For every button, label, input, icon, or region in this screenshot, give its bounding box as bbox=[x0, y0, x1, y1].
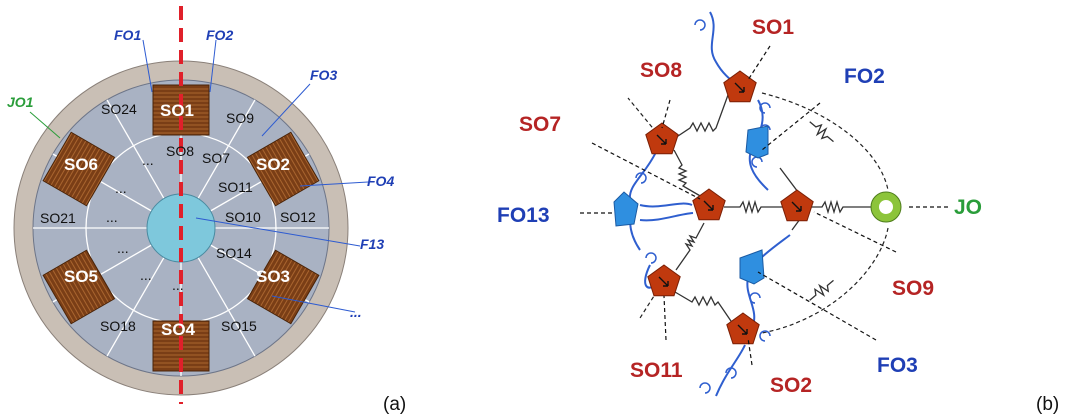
coil-label-so1: SO1 bbox=[160, 101, 194, 120]
slot-label-so18: SO18 bbox=[100, 318, 136, 334]
coil-label-so6: SO6 bbox=[64, 155, 98, 174]
node-label-so9: SO9 bbox=[892, 277, 934, 300]
joint-node-inner bbox=[879, 200, 893, 214]
panel-b-caption: (b) bbox=[1036, 394, 1059, 415]
sector-divider bbox=[106, 99, 165, 199]
label-fo4: FO4 bbox=[367, 173, 394, 189]
panel-b-thermal-network: SO1 SO8 SO7 FO2 FO13 JO SO9 FO3 SO11 SO2… bbox=[497, 11, 1059, 415]
node-label-so11: SO11 bbox=[630, 359, 683, 382]
coil-slots bbox=[42, 84, 320, 372]
slot-label-so9: SO9 bbox=[226, 110, 254, 126]
label-f13: F13 bbox=[360, 236, 384, 252]
coil-label-so4: SO4 bbox=[161, 320, 196, 339]
solid-nodes bbox=[645, 70, 814, 345]
coil-label-so2: SO2 bbox=[256, 155, 290, 174]
thermal-resistors bbox=[671, 94, 872, 325]
node-arrow bbox=[734, 82, 745, 93]
fo13-node bbox=[613, 191, 639, 227]
sector-divider bbox=[197, 257, 256, 357]
label-more: ... bbox=[350, 304, 362, 320]
label-jo1: JO1 bbox=[7, 94, 34, 110]
coil-label-so3: SO3 bbox=[256, 267, 290, 286]
label-fo2: FO2 bbox=[206, 27, 233, 43]
slot-ellipsis-3: ... bbox=[106, 209, 118, 225]
fo2-node bbox=[745, 125, 769, 159]
node-label-so2: SO2 bbox=[770, 374, 812, 397]
node-arrow bbox=[658, 276, 669, 287]
node-arrow bbox=[791, 201, 802, 212]
slot-ellipsis-4: ... bbox=[117, 240, 129, 256]
slot-ellipsis-5: ... bbox=[140, 267, 152, 283]
solid-node-so9 bbox=[780, 189, 814, 222]
solid-node-so7 bbox=[692, 188, 726, 221]
solid-node-so11 bbox=[647, 264, 681, 297]
node-label-so8: SO8 bbox=[640, 59, 682, 82]
node-label-so7: SO7 bbox=[519, 113, 561, 136]
sector-divider bbox=[197, 99, 256, 199]
solid-node-so1 bbox=[723, 70, 757, 103]
label-fo3: FO3 bbox=[310, 67, 337, 83]
slot-label-so14: SO14 bbox=[216, 245, 252, 261]
node-label-so1: SO1 bbox=[752, 16, 794, 39]
solid-node-so2 bbox=[726, 312, 760, 345]
slot-label-so11: SO11 bbox=[218, 179, 253, 195]
sector-divider bbox=[106, 257, 165, 357]
label-leaders bbox=[580, 45, 948, 366]
node-label-jo: JO bbox=[954, 196, 982, 219]
slot-ellipsis-2: ... bbox=[115, 180, 127, 196]
coil-block bbox=[42, 131, 116, 207]
slot-ellipsis-6: ... bbox=[172, 277, 184, 293]
slot-label-so10: SO10 bbox=[225, 209, 261, 225]
coil-block bbox=[246, 249, 320, 325]
fluid-nodes bbox=[613, 125, 769, 285]
slot-label-so15: SO15 bbox=[221, 318, 257, 334]
slot-label-so8: SO8 bbox=[166, 143, 194, 159]
coil-label-so5: SO5 bbox=[64, 267, 98, 286]
node-label-fo3: FO3 bbox=[877, 354, 918, 377]
coil-block bbox=[42, 249, 116, 325]
slot-label-so24: SO24 bbox=[101, 101, 137, 117]
solid-node-so8 bbox=[645, 122, 679, 155]
slot-label-so21: SO21 bbox=[40, 210, 76, 226]
node-label-fo13: FO13 bbox=[497, 204, 550, 227]
slot-ellipsis-1: ... bbox=[142, 152, 154, 168]
node-arrow bbox=[703, 200, 714, 211]
fo3-node bbox=[739, 249, 765, 285]
node-label-fo2: FO2 bbox=[844, 65, 885, 88]
node-arrow bbox=[737, 324, 748, 335]
annotation-leaders bbox=[29, 39, 369, 313]
label-fo1: FO1 bbox=[114, 27, 141, 43]
panel-a-motor-cross-section: SO24 SO9 SO8 SO7 SO11 SO10 SO12 SO14 SO1… bbox=[7, 6, 406, 415]
slot-label-so12: SO12 bbox=[280, 209, 316, 225]
panel-a-caption: (a) bbox=[383, 394, 406, 415]
node-arrow bbox=[656, 134, 667, 145]
coil-block bbox=[246, 131, 320, 207]
slot-label-so7: SO7 bbox=[202, 150, 230, 166]
